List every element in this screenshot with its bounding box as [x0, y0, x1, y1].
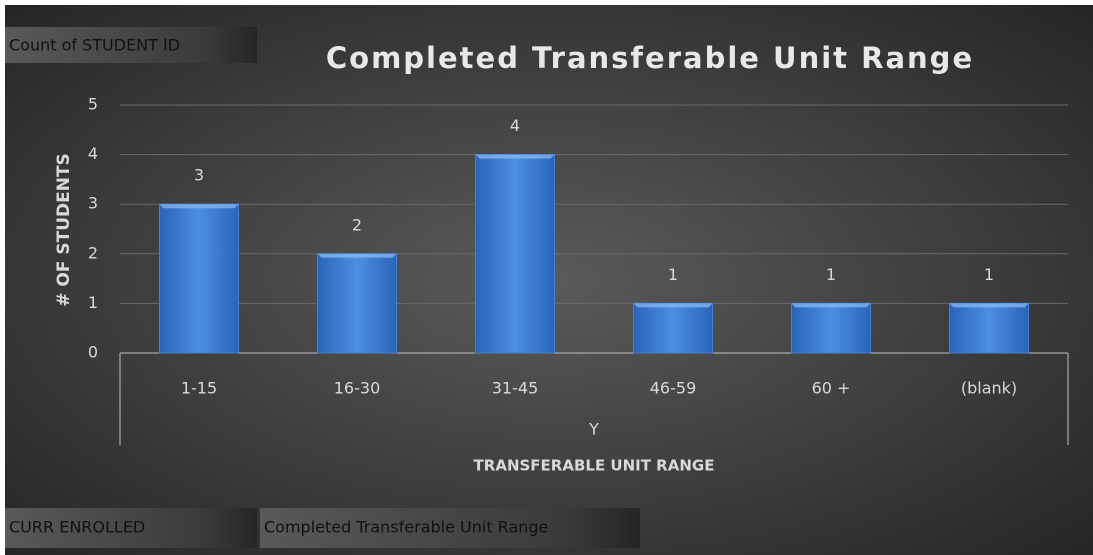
bar-bevel	[633, 303, 713, 308]
field-button-label[interactable]: Completed Transferable Unit Range	[264, 518, 548, 537]
x-tick-label: 1-15	[181, 379, 217, 398]
chart-title: Completed Transferable Unit Range	[326, 41, 974, 75]
y-tick-label: 0	[88, 343, 98, 362]
bar-bevel	[791, 303, 871, 308]
field-button-label[interactable]: Count of STUDENT ID	[9, 36, 180, 55]
bar	[633, 302, 713, 354]
x-axis-label: TRANSFERABLE UNIT RANGE	[474, 457, 715, 475]
y-tick-label: 4	[88, 144, 98, 163]
field-button[interactable]	[5, 27, 257, 63]
data-label: 1	[668, 265, 678, 284]
x-tick-label: (blank)	[961, 379, 1017, 398]
y-tick-label: 1	[88, 293, 98, 312]
bar	[475, 154, 555, 354]
category-group-label: Y	[588, 420, 599, 439]
y-axis-label: # OF STUDENTS	[54, 153, 74, 307]
bar	[317, 253, 397, 354]
field-button-label[interactable]: CURR ENROLLED	[9, 518, 145, 537]
bar-bevel	[949, 303, 1029, 308]
data-label: 2	[352, 215, 362, 234]
field-button[interactable]	[5, 508, 257, 548]
data-label: 4	[510, 116, 520, 135]
bar-bevel	[475, 154, 555, 159]
bar	[159, 203, 239, 354]
y-tick-label: 3	[88, 194, 98, 213]
data-label: 1	[984, 265, 994, 284]
x-tick-label: 46-59	[650, 379, 697, 398]
x-tick-label: 60 +	[812, 379, 851, 398]
y-tick-label: 2	[88, 243, 98, 262]
bar	[791, 302, 871, 354]
data-label: 1	[826, 265, 836, 284]
y-tick-label: 5	[88, 95, 98, 114]
field-button[interactable]	[260, 508, 640, 548]
x-tick-label: 31-45	[492, 379, 539, 398]
data-label: 3	[194, 166, 204, 185]
x-tick-label: 16-30	[334, 379, 381, 398]
bar	[949, 302, 1029, 354]
bar-bevel	[317, 253, 397, 258]
bar-bevel	[159, 204, 239, 209]
